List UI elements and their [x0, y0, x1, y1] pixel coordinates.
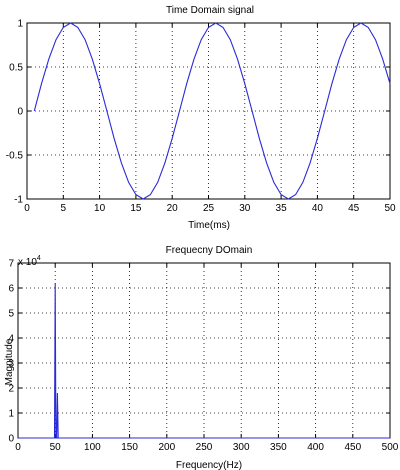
x-tick-label: 30 [239, 203, 251, 214]
x-tick-label: 50 [384, 203, 396, 214]
y-tick-label: 0 [17, 107, 23, 118]
x-tick-label: 400 [307, 442, 324, 453]
series-line [33, 22, 391, 200]
x-tick-label: 5 [61, 203, 67, 214]
x-tick-label: 0 [15, 442, 21, 453]
y-tick-label: -0.5 [6, 151, 24, 162]
x-tick-label: 450 [344, 442, 361, 453]
x-tick-label: 100 [84, 442, 101, 453]
y-tick-label: 0.5 [9, 63, 23, 74]
time-domain-chart: Time Domain signal Time(ms) 0 5 10 15 20 25 30… [6, 5, 396, 231]
x-tick-label: 10 [94, 203, 106, 214]
x-tick-label: 300 [233, 442, 250, 453]
y-tick-label: 6 [8, 284, 14, 295]
x-tick-label: 15 [130, 203, 142, 214]
x-tick-label: 250 [196, 442, 213, 453]
x-tick-label: 35 [276, 203, 288, 214]
y-tick-label: 0 [8, 434, 14, 445]
y-tick-label: 4 [8, 334, 14, 345]
y-tick-label: 3 [8, 359, 14, 370]
y-tick-label: 1 [8, 409, 14, 420]
series-line [18, 282, 390, 439]
x-tick-label: 25 [203, 203, 215, 214]
y-exponent-label: x 104 [18, 255, 41, 268]
y-tick-label: -1 [14, 195, 23, 206]
x-tick-label: 0 [24, 203, 30, 214]
x-tick-label: 350 [270, 442, 287, 453]
x-tick-label: 20 [167, 203, 179, 214]
x-tick-label: 45 [348, 203, 360, 214]
x-tick-label: 500 [382, 442, 399, 453]
y-tick-label: 5 [8, 309, 14, 320]
y-tick-label: 1 [17, 19, 23, 30]
y-tick-label: 7 [8, 259, 14, 270]
y-tick-label: 2 [8, 384, 14, 395]
x-axis-label: Time(ms) [188, 220, 230, 231]
frequency-domain-chart: Frequecny DOmain Frequency(Hz) Magnitude… [4, 245, 399, 470]
x-tick-label: 200 [158, 442, 175, 453]
y-axis-label: Magnitude [4, 338, 15, 385]
y-exponent-power: 4 [37, 255, 41, 262]
x-axis-label: Frequency(Hz) [176, 460, 242, 470]
x-tick-label: 150 [121, 442, 138, 453]
x-tick-label: 40 [312, 203, 324, 214]
chart-title: Frequecny DOmain [166, 245, 253, 256]
x-tick-label: 50 [50, 442, 62, 453]
chart-title: Time Domain signal [166, 5, 254, 16]
